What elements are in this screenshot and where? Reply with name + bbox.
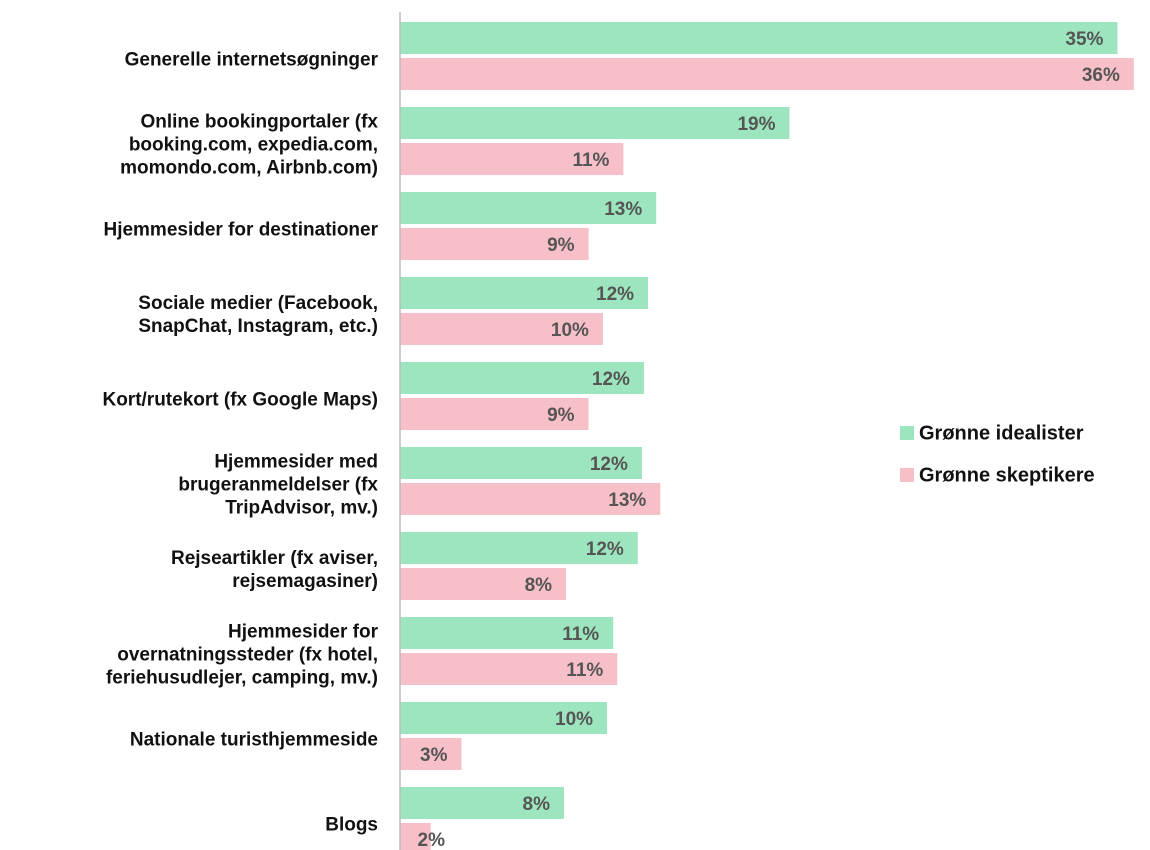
- value-label: 9%: [547, 235, 575, 256]
- bar: [400, 58, 1134, 90]
- bar: [400, 277, 649, 309]
- bar: [400, 228, 589, 260]
- value-label: 19%: [737, 114, 775, 135]
- category-label: Hjemmesider for overnatningssteder (fx ho…: [106, 622, 379, 689]
- bar: [400, 568, 567, 600]
- value-label: 3%: [420, 745, 448, 766]
- value-label: 10%: [551, 320, 589, 341]
- bar: [400, 22, 1118, 54]
- value-label: 13%: [604, 199, 642, 220]
- value-label: 12%: [586, 539, 624, 560]
- category-label: Nationale turisthjemmeside: [130, 730, 378, 751]
- category-label: Blogs: [325, 815, 378, 836]
- bar: [400, 143, 624, 175]
- category-label: Sociale medier (Facebook, SnapChat, Insta…: [138, 293, 378, 337]
- value-label: 2%: [418, 830, 446, 850]
- category-label: Kort/rutekort (fx Google Maps): [102, 390, 378, 411]
- bar: [400, 653, 618, 685]
- legend-label: Grønne idealister: [919, 422, 1084, 444]
- bar: [400, 483, 661, 515]
- value-label: 36%: [1082, 65, 1120, 86]
- bar: [400, 313, 603, 345]
- category-label: Generelle internetsøgninger: [125, 50, 379, 71]
- bar: [400, 192, 657, 224]
- category-label: Rejseartikler (fx aviser, rejsemagasiner): [171, 548, 378, 592]
- category-label: Hjemmesider for destinationer: [103, 220, 378, 241]
- category-label: Hjemmesider med brugeranmeldelser (fx Trip…: [178, 452, 378, 519]
- bar: [400, 617, 614, 649]
- bar: [400, 398, 589, 430]
- value-label: 8%: [525, 575, 553, 596]
- bar: [400, 738, 462, 770]
- value-label: 13%: [608, 490, 646, 511]
- bar: [400, 362, 644, 394]
- bar: [400, 532, 638, 564]
- legend-label: Grønne skeptikere: [919, 464, 1095, 486]
- value-label: 11%: [566, 660, 603, 681]
- value-label: 12%: [592, 369, 630, 390]
- bar: [400, 447, 642, 479]
- value-label: 35%: [1065, 29, 1103, 50]
- bar: [400, 107, 790, 139]
- bar: [400, 787, 564, 819]
- value-label: 12%: [590, 454, 628, 475]
- value-label: 11%: [562, 624, 599, 645]
- value-label: 8%: [523, 794, 551, 815]
- legend-swatch: [900, 426, 914, 440]
- legend-swatch: [900, 468, 914, 482]
- value-label: 12%: [596, 284, 634, 305]
- value-label: 11%: [572, 150, 609, 171]
- bar: [400, 823, 431, 850]
- bar: [400, 702, 608, 734]
- value-label: 10%: [555, 709, 593, 730]
- value-label: 9%: [547, 405, 575, 426]
- category-label: Online bookingportaler (fx booking.com, e…: [120, 112, 378, 179]
